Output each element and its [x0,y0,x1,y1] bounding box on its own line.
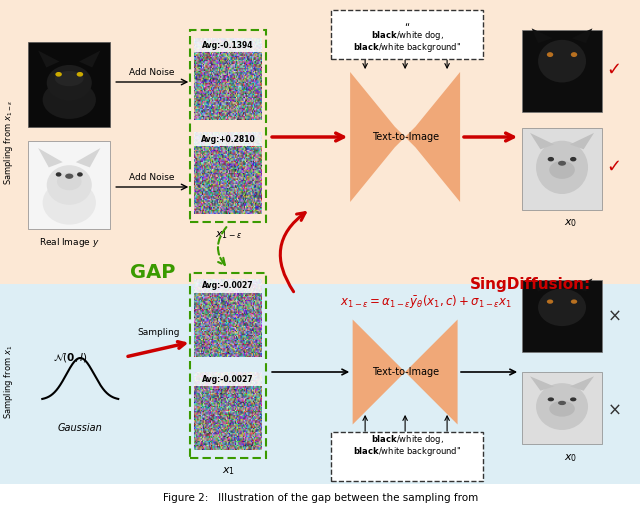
Polygon shape [405,72,460,202]
Ellipse shape [547,300,553,304]
Text: Real Image $y$: Real Image $y$ [39,236,100,249]
Ellipse shape [549,401,575,417]
Ellipse shape [548,157,554,161]
Ellipse shape [549,161,575,179]
Text: $x_0$: $x_0$ [564,452,578,464]
Ellipse shape [77,172,83,177]
Text: Gaussian: Gaussian [58,423,102,433]
Ellipse shape [43,81,96,119]
Bar [28,141,110,229]
Polygon shape [405,319,458,424]
Text: $\bf{black}$/white dog,: $\bf{black}$/white dog, [371,30,444,42]
Polygon shape [532,28,552,43]
Text: ✓: ✓ [607,61,621,79]
Ellipse shape [47,165,92,205]
Ellipse shape [55,72,62,77]
Ellipse shape [571,52,577,57]
Polygon shape [532,279,552,291]
Text: Add Noise: Add Noise [129,173,175,182]
Ellipse shape [538,289,586,326]
Polygon shape [79,51,100,68]
Text: “: “ [404,22,410,32]
FancyArrowPatch shape [218,227,227,265]
Text: Sampling from $x_1$: Sampling from $x_1$ [2,345,15,419]
Bar [194,38,262,52]
Text: $x_0$: $x_0$ [564,217,578,229]
Text: Sampling from $x_{1-\varepsilon}$: Sampling from $x_{1-\varepsilon}$ [2,99,15,184]
Bar [0,0,640,284]
Text: Avg:-0.0027: Avg:-0.0027 [202,282,254,290]
Text: ✓: ✓ [607,158,621,176]
FancyArrowPatch shape [280,212,305,292]
Text: $\bf{black}$/white dog,: $\bf{black}$/white dog, [371,434,444,446]
Text: Sampling: Sampling [137,328,179,337]
Polygon shape [353,319,405,424]
Ellipse shape [47,65,92,101]
Ellipse shape [571,300,577,304]
Text: SingDiffusion:: SingDiffusion: [470,276,591,291]
Ellipse shape [558,161,566,166]
Bar [0,484,640,512]
Bar [194,132,262,146]
Ellipse shape [43,181,96,225]
Ellipse shape [558,401,566,405]
Ellipse shape [570,397,577,401]
Text: $x_{1-\varepsilon} = \alpha_{1-\varepsilon}\bar{y}_{\theta}(x_1, c)+\sigma_{1-\v: $x_{1-\varepsilon} = \alpha_{1-\varepsil… [340,293,512,310]
Text: $\times$: $\times$ [607,401,621,419]
Bar [522,128,602,210]
Text: $\times$: $\times$ [607,307,621,325]
Text: Text-to-Image: Text-to-Image [372,367,438,377]
Bar [0,284,640,512]
Text: Avg:+0.2810: Avg:+0.2810 [201,135,255,143]
Bar [522,280,602,352]
Polygon shape [572,279,593,291]
Bar [522,372,602,444]
Bar [28,42,110,127]
FancyBboxPatch shape [331,432,483,481]
Polygon shape [572,28,593,43]
Text: GAP: GAP [129,263,175,282]
Text: $\bf{black}$/white background": $\bf{black}$/white background" [353,445,461,459]
Ellipse shape [56,172,61,177]
Ellipse shape [548,397,554,401]
Ellipse shape [55,71,84,86]
Polygon shape [350,72,405,202]
Ellipse shape [547,52,553,57]
Bar [522,30,602,112]
Text: $\mathcal{N}(\mathbf{0}, I)$: $\mathcal{N}(\mathbf{0}, I)$ [53,351,88,364]
Text: Text-to-Image: Text-to-Image [372,132,438,142]
Ellipse shape [536,141,588,194]
Polygon shape [76,148,100,167]
Text: $x_1$: $x_1$ [221,465,235,477]
Text: $x_{1-\varepsilon}$: $x_{1-\varepsilon}$ [214,229,242,241]
Polygon shape [530,376,554,391]
Text: Add Noise: Add Noise [129,68,175,77]
Ellipse shape [570,157,577,161]
Ellipse shape [77,72,83,77]
Bar [194,279,262,293]
Ellipse shape [65,174,74,179]
Text: Avg:-0.1394: Avg:-0.1394 [202,40,254,50]
Polygon shape [570,376,594,391]
FancyBboxPatch shape [331,10,483,59]
Polygon shape [570,133,594,150]
Ellipse shape [57,173,81,190]
Polygon shape [38,148,63,167]
Ellipse shape [538,40,586,82]
Text: $\bf{black}$/white background": $\bf{black}$/white background" [353,41,461,54]
Text: Avg:-0.0027: Avg:-0.0027 [202,374,254,383]
Text: Figure 2:   Illustration of the gap between the sampling from: Figure 2: Illustration of the gap betwee… [163,493,478,503]
Ellipse shape [536,383,588,430]
Polygon shape [530,133,554,150]
Polygon shape [38,51,60,68]
Bar [194,372,262,386]
